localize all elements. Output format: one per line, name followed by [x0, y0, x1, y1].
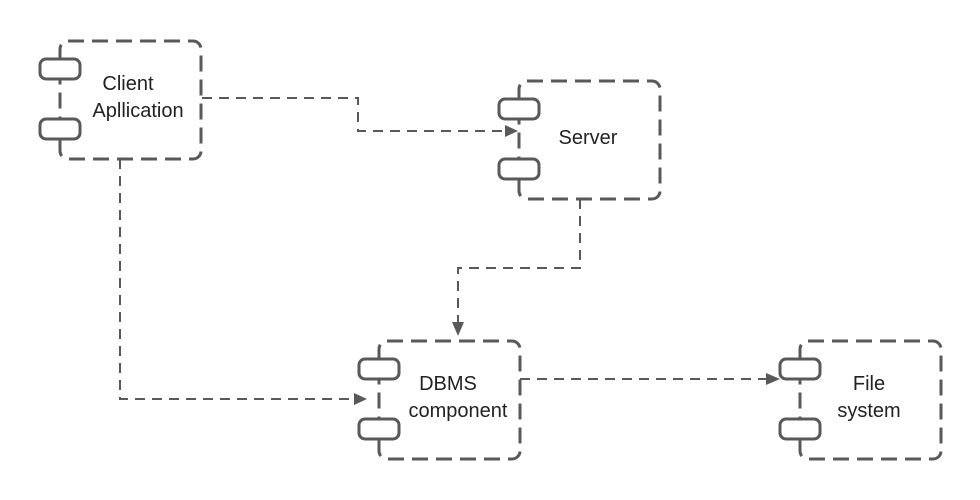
component-port-icon [497, 157, 541, 181]
edge-client-to-dbms [119, 159, 367, 405]
component-port-icon [357, 357, 401, 381]
component-label: Apllication [92, 100, 183, 122]
component-label: component [409, 400, 508, 422]
component-label: Client [102, 73, 154, 95]
component-dbms[interactable]: DBMS component [357, 339, 522, 461]
component-label: Server [559, 127, 618, 149]
component-port-icon [497, 97, 541, 121]
arrowhead [505, 125, 518, 137]
component-port-icon [357, 417, 401, 441]
component-client-application[interactable]: Client Apllication [38, 39, 203, 161]
edge-client-to-server [202, 97, 518, 137]
component-label: File [853, 373, 885, 395]
component-port-icon [38, 117, 82, 141]
component-server[interactable]: Server [497, 79, 662, 201]
component-file-system[interactable]: File system [778, 339, 943, 461]
component-port-icon [38, 57, 82, 81]
component-port-icon [778, 417, 822, 441]
edge-server-to-dbms [452, 199, 581, 336]
component-port-icon [778, 357, 822, 381]
component-body [517, 79, 662, 201]
arrowhead [452, 322, 464, 336]
component-body [58, 39, 203, 161]
component-label: system [837, 400, 900, 422]
component-body [377, 339, 522, 461]
arrowhead [766, 373, 780, 385]
component-body [798, 339, 943, 461]
edge-dbms-to-filesystem [520, 373, 780, 385]
component-label: DBMS [419, 373, 477, 395]
arrowhead [354, 393, 367, 405]
